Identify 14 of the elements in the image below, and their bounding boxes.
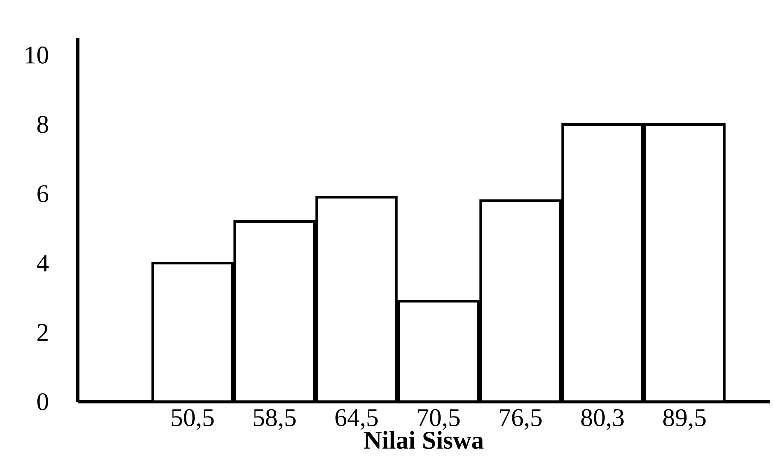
x-tick-label: 89,5 <box>664 409 706 430</box>
x-tick-label: 64,5 <box>336 409 378 430</box>
y-tick-label: 6 <box>38 185 49 203</box>
x-tick-label: 80,3 <box>582 409 624 430</box>
x-axis-title: Nilai Siswa <box>364 431 484 450</box>
y-tick-label: 8 <box>38 116 48 134</box>
y-tick-label: 4 <box>37 255 49 272</box>
x-tick-label: 58,5 <box>254 409 296 430</box>
y-tick-label: 10 <box>26 46 48 64</box>
y-tick-label: 0 <box>38 393 48 411</box>
y-tick-label: 2 <box>38 324 48 342</box>
x-tick-label: 76,5 <box>500 409 542 430</box>
x-tick-label: 70,5 <box>418 409 460 430</box>
x-tick-label: 50,5 <box>172 409 214 430</box>
